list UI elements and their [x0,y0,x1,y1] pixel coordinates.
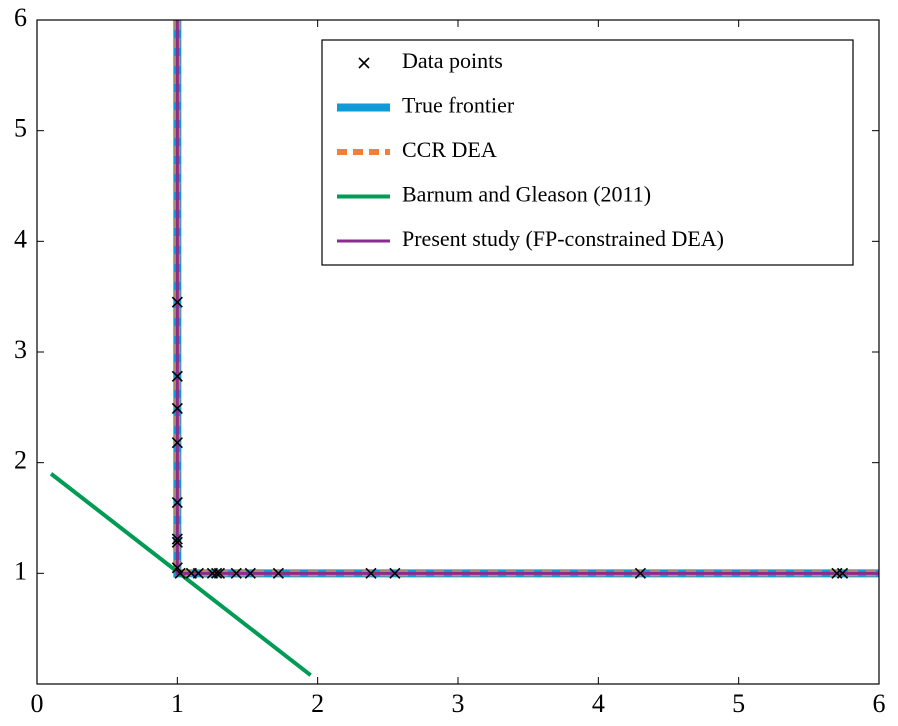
y-tick-label: 4 [14,224,27,253]
series-line [175,20,879,575]
y-tick-label: 5 [14,114,27,143]
data-point [174,567,186,579]
x-tick-label: 3 [452,689,465,718]
data-point [272,567,284,579]
legend-label: CCR DEA [402,137,497,162]
legend-label: Data points [402,48,503,73]
data-point [171,370,183,382]
y-tick-label: 3 [14,335,27,364]
y-tick-label: 2 [14,446,27,475]
x-tick-label: 4 [592,689,605,718]
plot-area [49,20,879,677]
x-tick-label: 5 [732,689,745,718]
data-point [171,562,183,574]
data-point [171,437,183,449]
data-point [365,567,377,579]
legend-symbol [358,57,370,69]
data-point [171,296,183,308]
x-tick-label: 6 [873,689,886,718]
legend-label: True frontier [402,93,515,118]
legend-label: Barnum and Gleason (2011) [402,182,651,207]
data-point [389,567,401,579]
data-point [171,496,183,509]
data-point [211,567,223,579]
data-point [244,567,256,579]
data-point [213,567,225,579]
data-point [230,567,242,579]
y-tick-label: 1 [14,556,27,585]
data-point [171,402,183,415]
y-tick-label: 6 [14,3,27,32]
data-point [836,567,849,579]
data-point [192,567,204,579]
x-tick-label: 0 [31,689,44,718]
plot-frame [36,19,880,685]
x-tick-label: 2 [311,689,324,718]
legend-box [321,39,854,266]
x-tick-label: 1 [171,689,184,718]
legend-label: Present study (FP-constrained DEA) [402,226,724,251]
data-point [634,567,646,579]
data-point [171,533,183,545]
data-point [171,536,183,548]
